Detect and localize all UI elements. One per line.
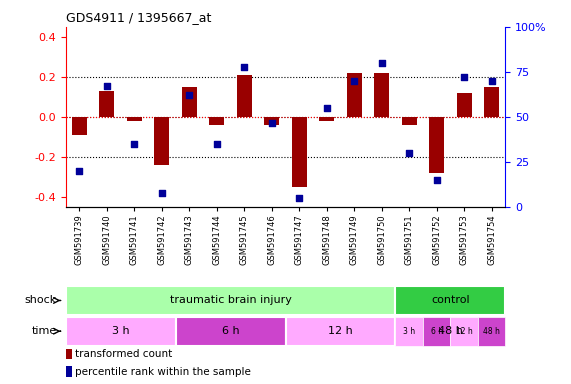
Bar (395, 317, 423, 346)
Point (432, 177, 441, 184)
Bar (423, 317, 451, 346)
Point (349, 78, 359, 84)
Bar (66, 317, 176, 346)
Bar (237, 75, 252, 117)
Bar (99, 91, 114, 117)
Bar (478, 317, 505, 346)
Point (267, 119, 276, 126)
Point (157, 190, 166, 196)
Bar (154, 117, 170, 165)
Bar (72, 117, 87, 135)
Bar (127, 117, 142, 121)
Point (295, 195, 304, 202)
Point (75, 168, 84, 174)
Text: GDS4911 / 1395667_at: GDS4911 / 1395667_at (66, 11, 211, 24)
Text: 12 h: 12 h (456, 327, 472, 336)
Text: 48 h: 48 h (438, 326, 463, 336)
Text: 3 h: 3 h (403, 327, 415, 336)
Bar (292, 117, 307, 187)
Text: control: control (431, 295, 470, 306)
Bar (176, 317, 286, 346)
Bar (286, 317, 395, 346)
Point (377, 60, 386, 66)
Point (130, 141, 139, 147)
Text: 6 h: 6 h (222, 326, 239, 336)
Point (405, 150, 414, 156)
Bar (182, 87, 197, 117)
Text: 12 h: 12 h (328, 326, 353, 336)
Bar (484, 87, 499, 117)
Text: 3 h: 3 h (112, 326, 130, 336)
Text: time: time (31, 326, 57, 336)
Point (240, 63, 249, 70)
Text: 6 h: 6 h (431, 327, 443, 336)
Bar (401, 117, 417, 125)
Point (460, 74, 469, 81)
Point (212, 141, 222, 147)
Bar (451, 317, 478, 346)
Bar (395, 317, 505, 346)
Bar (347, 73, 362, 117)
Text: shock: shock (25, 295, 57, 306)
Text: traumatic brain injury: traumatic brain injury (170, 295, 291, 306)
Bar (66, 286, 395, 315)
Bar (429, 117, 444, 173)
Text: transformed count: transformed count (75, 349, 172, 359)
Bar (319, 117, 334, 121)
Point (487, 78, 496, 84)
Bar (66, 349, 73, 359)
Bar (374, 73, 389, 117)
Point (322, 105, 331, 111)
Bar (209, 117, 224, 125)
Bar (66, 366, 73, 377)
Text: 48 h: 48 h (483, 327, 500, 336)
Bar (264, 117, 279, 125)
Point (185, 93, 194, 99)
Bar (457, 93, 472, 117)
Bar (395, 286, 505, 315)
Text: percentile rank within the sample: percentile rank within the sample (75, 366, 251, 377)
Point (102, 83, 111, 89)
